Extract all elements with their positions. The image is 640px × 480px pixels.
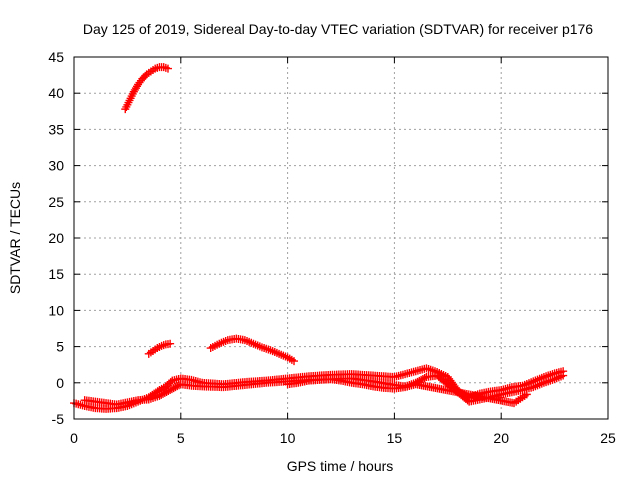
series-mid-arc	[206, 334, 299, 366]
y-tick-label: 45	[48, 49, 64, 65]
y-tick-label: 20	[48, 230, 64, 246]
y-tick-label: -5	[52, 411, 65, 427]
chart-title: Day 125 of 2019, Sidereal Day-to-day VTE…	[83, 21, 593, 37]
x-tick-label: 20	[493, 430, 509, 446]
y-tick-label: 40	[48, 85, 64, 101]
axis-ticks: 0 5 10 15 20 25 -5 0 5 10 15 20 25 30 35 40 45	[48, 49, 616, 446]
series-short-segment	[144, 339, 175, 358]
data-point	[166, 339, 175, 348]
data-point	[169, 384, 178, 393]
data-point	[173, 382, 182, 391]
y-tick-label: 35	[48, 121, 64, 137]
data-point	[155, 391, 164, 400]
y-tick-label: 0	[56, 375, 64, 391]
data-point	[559, 371, 568, 380]
data-point	[159, 389, 167, 398]
x-axis-label: GPS time / hours	[287, 458, 394, 474]
x-tick-label: 25	[600, 430, 616, 446]
data-point	[522, 390, 531, 399]
y-tick-label: 10	[48, 302, 64, 318]
data-point	[160, 388, 169, 397]
data-point	[290, 357, 299, 366]
data-point	[166, 386, 175, 395]
series-low-band-a	[70, 364, 568, 413]
series-high-arc	[121, 63, 172, 114]
y-tick-label: 15	[48, 266, 64, 282]
x-tick-label: 15	[387, 430, 403, 446]
data-point	[164, 387, 173, 396]
y-axis-label: SDTVAR / TECUs	[7, 182, 23, 294]
series-low-band-c	[283, 375, 531, 408]
y-tick-label: 30	[48, 158, 64, 174]
data-point	[418, 374, 427, 383]
data-point	[420, 373, 429, 382]
grid-lines	[74, 57, 608, 419]
y-tick-label: 5	[56, 339, 64, 355]
data-point	[162, 387, 171, 396]
data-point	[171, 383, 180, 392]
x-tick-label: 0	[70, 430, 78, 446]
data-point	[167, 385, 176, 394]
data-points	[70, 63, 568, 413]
data-point	[163, 64, 172, 73]
y-tick-label: 25	[48, 194, 64, 210]
x-tick-label: 5	[177, 430, 185, 446]
x-tick-label: 10	[280, 430, 296, 446]
data-point	[157, 390, 166, 399]
